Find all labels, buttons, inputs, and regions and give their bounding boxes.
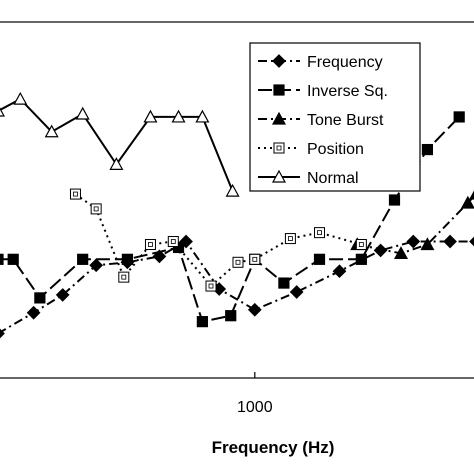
data-point-tone-burst <box>393 246 409 259</box>
data-point-position <box>232 256 244 268</box>
data-point-frequency <box>289 285 304 299</box>
data-point-normal <box>143 109 158 123</box>
data-point-normal <box>0 107 6 117</box>
data-point-inverse-sq <box>453 111 465 123</box>
data-point-tone-burst <box>468 190 474 200</box>
data-point-frequency <box>406 234 421 249</box>
data-point-position <box>249 253 261 265</box>
data-point-position <box>69 188 81 200</box>
data-point-position <box>90 203 102 215</box>
data-point-normal <box>13 91 28 105</box>
series-line-normal <box>0 97 234 192</box>
data-point-position <box>167 236 179 248</box>
series-layer <box>0 91 474 339</box>
series-position <box>69 188 367 292</box>
data-point-inverse-sq <box>34 292 46 304</box>
legend: Frequency Inverse Sq. Tone Burst Position No… <box>249 42 421 192</box>
data-point-normal <box>44 124 59 138</box>
legend-label: Normal <box>307 170 359 187</box>
legend-item-inverse-sq: Inverse Sq. <box>258 83 388 100</box>
data-point-frequency <box>443 234 457 249</box>
data-point-inverse-sq <box>77 253 89 265</box>
data-point-position <box>205 280 217 292</box>
legend-item-normal: Normal <box>258 169 359 187</box>
data-point-frequency <box>332 264 347 279</box>
data-point-frequency <box>247 302 262 317</box>
data-point-tone-burst <box>460 195 474 209</box>
data-point-frequency <box>26 305 41 320</box>
data-point-inverse-sq <box>313 253 326 265</box>
data-point-inverse-sq <box>225 310 237 322</box>
legend-label: Tone Burst <box>307 112 384 129</box>
legend-swatch-marker <box>273 84 285 96</box>
x-axis-ticks: 1000 <box>237 372 273 416</box>
data-point-position <box>355 239 367 250</box>
data-point-position <box>284 233 296 245</box>
series-line-tone-burst <box>357 194 474 255</box>
data-point-inverse-sq <box>196 316 208 328</box>
data-point-frequency <box>55 288 70 302</box>
data-point-inverse-sq <box>278 277 290 289</box>
data-point-inverse-sq <box>421 143 434 156</box>
series-tone-burst <box>350 190 474 259</box>
plot-frame <box>0 21 474 379</box>
legend-item-frequency: Frequency <box>258 54 383 71</box>
data-point-frequency <box>469 236 474 247</box>
legend-label: Frequency <box>307 54 383 71</box>
x-axis-label: Frequency (Hz) <box>212 438 335 457</box>
legend-swatch-marker <box>271 169 287 183</box>
data-point-frequency <box>0 328 5 339</box>
legend-label: Inverse Sq. <box>307 83 388 100</box>
legend-swatch-marker <box>272 54 286 68</box>
data-point-position <box>144 239 156 250</box>
data-point-normal <box>225 183 240 197</box>
data-point-frequency <box>89 258 104 273</box>
data-point-position <box>118 271 130 283</box>
data-point-inverse-sq <box>355 253 367 265</box>
data-point-inverse-sq <box>7 253 19 265</box>
data-point-inverse-sq <box>121 253 133 265</box>
legend-swatch-marker <box>273 142 285 154</box>
data-point-normal <box>171 109 186 123</box>
data-point-tone-burst <box>420 237 435 251</box>
legend-swatch-marker <box>271 111 287 125</box>
legend-item-position: Position <box>258 141 364 158</box>
series-inverse-sq <box>0 111 465 328</box>
data-point-normal <box>75 106 90 120</box>
data-point-normal <box>195 109 210 123</box>
legend-label: Position <box>307 141 364 158</box>
data-point-position <box>313 227 325 239</box>
data-point-inverse-sq <box>0 253 4 265</box>
series-normal <box>0 91 240 197</box>
data-point-inverse-sq <box>388 194 401 206</box>
plot-border <box>0 21 474 379</box>
data-point-frequency <box>373 243 388 258</box>
legend-item-tone-burst: Tone Burst <box>258 111 384 129</box>
x-tick-label: 1000 <box>237 399 273 416</box>
data-point-normal <box>109 157 124 170</box>
